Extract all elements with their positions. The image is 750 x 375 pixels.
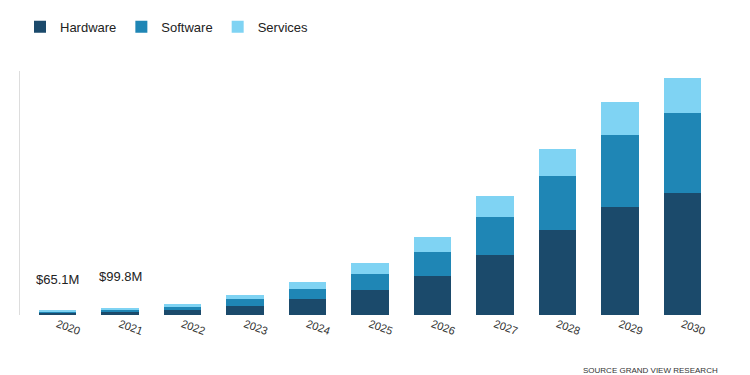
svg-text:2020: 2020	[55, 317, 82, 337]
svg-text:Software: Software	[161, 20, 212, 35]
svg-text:2022: 2022	[180, 317, 207, 337]
svg-text:2024: 2024	[305, 317, 332, 337]
svg-text:2028: 2028	[555, 317, 582, 337]
svg-text:Hardware: Hardware	[60, 20, 116, 35]
svg-text:2021: 2021	[117, 317, 144, 337]
svg-text:2030: 2030	[680, 317, 707, 337]
svg-text:2027: 2027	[492, 317, 519, 337]
svg-text:2023: 2023	[242, 317, 269, 337]
svg-text:$99.8M: $99.8M	[99, 269, 142, 284]
svg-text:2025: 2025	[367, 317, 394, 337]
svg-text:SOURCE GRAND VIEW RESEARCH: SOURCE GRAND VIEW RESEARCH	[583, 366, 718, 375]
svg-text:Services: Services	[258, 20, 308, 35]
svg-text:$65.1M: $65.1M	[36, 272, 79, 287]
svg-text:2026: 2026	[430, 317, 457, 337]
svg-text:2029: 2029	[617, 317, 644, 337]
